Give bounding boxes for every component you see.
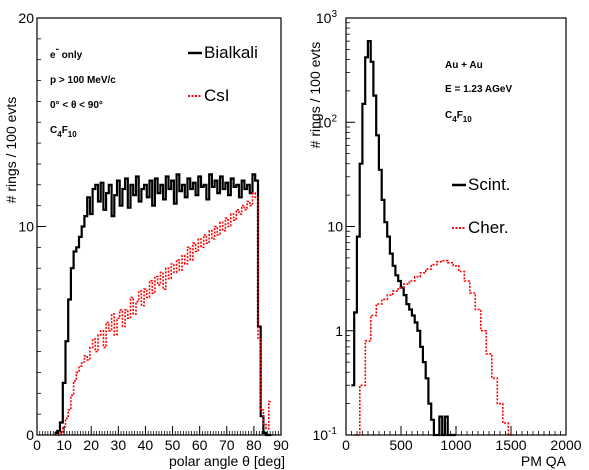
x-axis-label-left: polar angle θ [deg] (169, 453, 285, 469)
annotation-text: e- only (50, 44, 83, 61)
annotation-text: C4F10 (50, 125, 77, 139)
y-tick-label: 10 (327, 219, 343, 235)
x-tick-label: 1500 (495, 437, 526, 453)
series-line-bialkali (54, 173, 272, 437)
series-line-cher- (354, 259, 514, 436)
annotation-text: C4F10 (445, 110, 472, 124)
annotation-text: 0° < θ < 90° (50, 100, 103, 111)
series-line-scint- (351, 40, 456, 437)
y-tick-label: 10 (18, 219, 34, 235)
y-tick-label: 20 (18, 10, 34, 26)
y-axis-label-left: # rings / 100 evts (3, 97, 19, 204)
chart-right: 0 500 1000 1500 2000 10-1 1 10 102 103 PM QA # ri… (307, 9, 582, 469)
plot-frame-right (345, 17, 567, 436)
x-tick-label: 30 (111, 437, 127, 453)
legend-label: Cher. (468, 218, 509, 237)
x-tick-label: 70 (219, 437, 235, 453)
series-line-csi (54, 192, 272, 436)
y-tick-label: 1 (335, 323, 343, 339)
x-tick-label: 10 (56, 437, 72, 453)
x-axis-label-right: PM QA (521, 453, 567, 469)
x-tick-label: 40 (138, 437, 154, 453)
x-tick-label: 50 (165, 437, 181, 453)
x-tick-label: 80 (246, 437, 262, 453)
y-tick-label: 10-1 (313, 426, 338, 443)
annotation-text: Au + Au (445, 60, 483, 71)
legend-label: Bialkali (204, 43, 258, 62)
legend-label: CsI (204, 86, 230, 105)
y-axis-label-right: # rings / 100 evts (307, 42, 323, 149)
annotation-text: E = 1.23 AGeV (445, 84, 512, 95)
x-tick-label: 0 (342, 437, 350, 453)
x-tick-label: 60 (192, 437, 208, 453)
x-tick-label: 0 (33, 437, 41, 453)
x-tick-label: 90 (273, 437, 289, 453)
chart-left: 0 10 20 30 40 50 60 70 80 90 0 10 20 polar angle θ [… (3, 10, 289, 469)
y-tick-label: 102 (316, 113, 338, 130)
x-tick-label: 2000 (550, 437, 581, 453)
x-tick-label: 500 (389, 437, 413, 453)
y-tick-label: 0 (26, 427, 34, 443)
y-tick-label: 103 (316, 9, 338, 26)
annotation-text: p > 100 MeV/c (50, 75, 116, 86)
x-tick-label: 1000 (440, 437, 471, 453)
legend-label: Scint. (468, 175, 511, 194)
x-tick-label: 20 (83, 437, 99, 453)
